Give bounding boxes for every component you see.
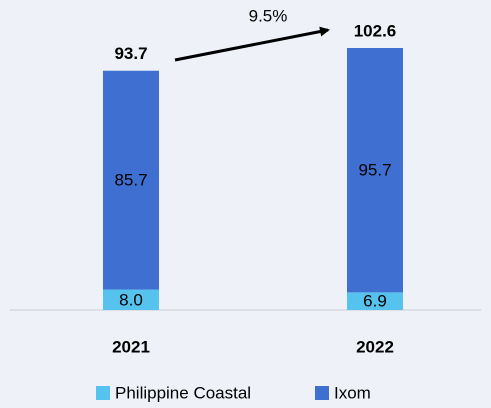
total-label: 102.6 bbox=[354, 21, 397, 40]
legend-label: Ixom bbox=[334, 383, 371, 402]
data-label: 6.9 bbox=[363, 292, 387, 311]
x-tick-label: 2022 bbox=[356, 337, 394, 356]
data-label: 8.0 bbox=[119, 290, 143, 309]
legend-swatch bbox=[315, 386, 329, 400]
bar-segment bbox=[347, 48, 403, 293]
bar-segment bbox=[103, 70, 159, 290]
growth-arrow bbox=[174, 26, 330, 62]
bar-segment bbox=[103, 289, 159, 310]
annotation: 9.5% bbox=[249, 6, 288, 25]
x-tick-label: 2021 bbox=[112, 337, 150, 356]
legend-swatch bbox=[96, 386, 110, 400]
data-label: 95.7 bbox=[358, 161, 391, 180]
total-label: 93.7 bbox=[114, 44, 147, 63]
data-label: 85.7 bbox=[114, 171, 147, 190]
bar-segment bbox=[347, 292, 403, 310]
legend-label: Philippine Coastal bbox=[115, 383, 251, 402]
